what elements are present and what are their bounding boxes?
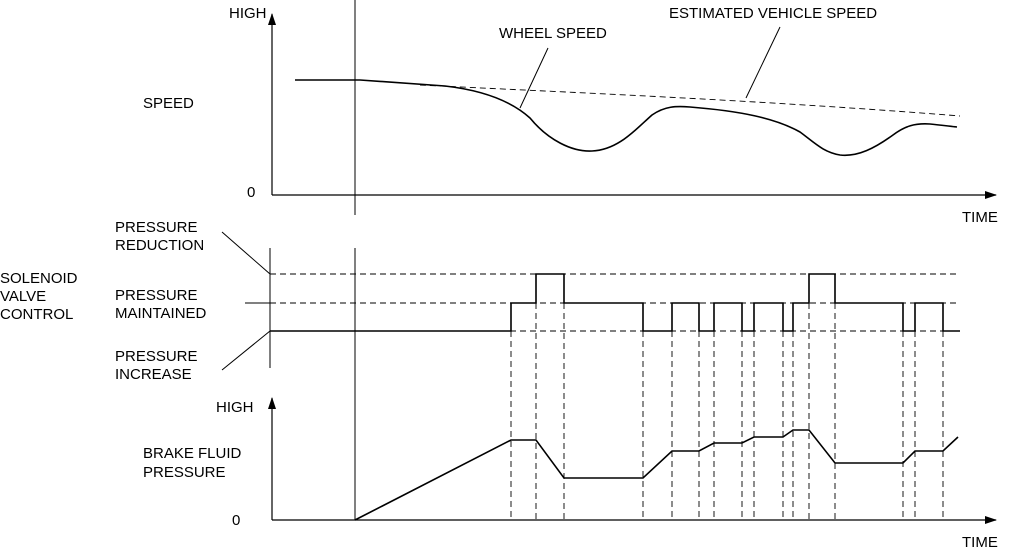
brake-y-axis-label-line-1: BRAKE FLUID xyxy=(143,445,242,462)
speed-panel: HIGH 0 SPEED TIME WHEEL SPEED ESTIMATED … xyxy=(143,5,998,226)
estimated-vehicle-speed-label: ESTIMATED VEHICLE SPEED xyxy=(669,5,877,22)
wheel-speed-curve xyxy=(295,79,958,157)
pressure-increase-line-2: INCREASE xyxy=(115,366,192,383)
solenoid-valve-panel: SOLENOID VALVE CONTROL PRESSURE REDUCTIO… xyxy=(0,219,960,383)
wheel-speed-label: WHEEL SPEED xyxy=(499,25,607,42)
solenoid-title-line-1: SOLENOID xyxy=(0,270,78,287)
brake-y-high-label: HIGH xyxy=(216,399,254,416)
solenoid-title: SOLENOID VALVE CONTROL xyxy=(0,270,82,323)
estimated-vehicle-speed-leader-line xyxy=(745,26,781,99)
pressure-maintained-line-1: PRESSURE xyxy=(115,287,198,304)
pressure-reduction-line-1: PRESSURE xyxy=(115,219,198,236)
pressure-reduction-line-2: REDUCTION xyxy=(115,237,204,254)
speed-y-axis-label: SPEED xyxy=(143,95,194,112)
solenoid-title-line-3: CONTROL xyxy=(0,306,73,323)
brake-x-axis-label: TIME xyxy=(962,534,998,551)
brake-fluid-pressure-curve xyxy=(354,429,959,521)
solenoid-title-line-2: VALVE xyxy=(0,288,46,305)
pressure-maintained-label: PRESSURE MAINTAINED xyxy=(115,287,207,322)
pressure-increase-label: PRESSURE INCREASE xyxy=(115,348,202,383)
wheel-speed-leader-line xyxy=(519,47,549,109)
brake-y-axis-label: BRAKE FLUID PRESSURE xyxy=(143,445,246,481)
speed-y-zero-label: 0 xyxy=(247,184,255,201)
solenoid-valve-control-signal xyxy=(270,273,960,332)
pressure-reduction-leader xyxy=(221,231,271,275)
pressure-maintained-line-2: MAINTAINED xyxy=(115,305,207,322)
pressure-reduction-label: PRESSURE REDUCTION xyxy=(115,219,204,254)
brake-y-axis-label-line-2: PRESSURE xyxy=(143,464,226,481)
brake-pressure-panel: HIGH 0 BRAKE FLUID PRESSURE TIME xyxy=(143,397,998,551)
pressure-increase-leader xyxy=(221,330,271,371)
switching-guide-lines xyxy=(510,303,944,520)
speed-y-high-label: HIGH xyxy=(229,5,267,22)
estimated-vehicle-speed-curve xyxy=(419,84,961,117)
brake-y-zero-label: 0 xyxy=(232,512,240,529)
pressure-increase-line-1: PRESSURE xyxy=(115,348,198,365)
speed-x-axis-label: TIME xyxy=(962,209,998,226)
